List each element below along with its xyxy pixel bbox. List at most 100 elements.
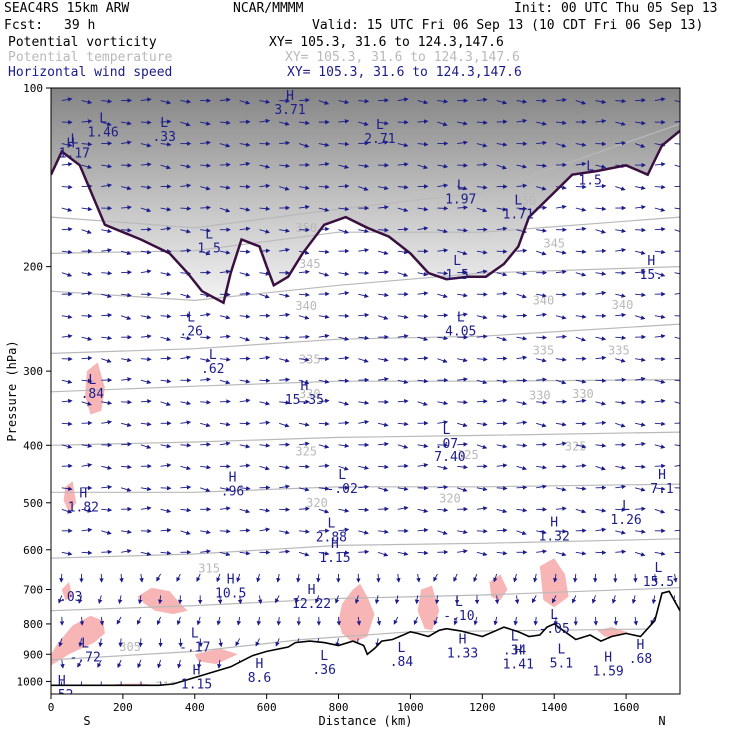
wind-vector bbox=[160, 485, 172, 491]
isentrope-310 bbox=[51, 587, 680, 612]
wind-vector bbox=[239, 463, 251, 468]
extremum-marker: H bbox=[286, 89, 294, 104]
wind-vector bbox=[296, 573, 301, 583]
wind-vector bbox=[239, 336, 251, 342]
wind-vector bbox=[160, 550, 172, 556]
wind-vector bbox=[635, 98, 646, 103]
isentrope-label: 335 bbox=[533, 344, 555, 358]
wind-vector bbox=[575, 463, 587, 468]
extremum-value: 4.05 bbox=[445, 324, 476, 339]
terrain-line bbox=[51, 590, 680, 687]
shaded-region-0 bbox=[51, 615, 105, 666]
wind-vector bbox=[101, 121, 112, 127]
wind-vector bbox=[457, 422, 468, 428]
wind-vector bbox=[279, 549, 291, 554]
wind-vector bbox=[61, 184, 73, 190]
wind-vector bbox=[219, 143, 231, 148]
extremum-value: -.10 bbox=[443, 609, 474, 624]
wind-vector bbox=[575, 161, 587, 167]
extremum-marker: L bbox=[514, 193, 522, 208]
wind-vector bbox=[476, 143, 488, 148]
wind-vector bbox=[496, 486, 508, 491]
extremum-value: -.05 bbox=[539, 622, 570, 637]
wind-vector bbox=[61, 97, 73, 102]
wind-vector bbox=[417, 99, 429, 105]
wind-vector bbox=[160, 443, 172, 449]
wind-vector bbox=[457, 487, 468, 492]
wind-vector bbox=[200, 186, 211, 191]
wind-vector bbox=[239, 314, 251, 319]
wind-vector bbox=[160, 164, 171, 170]
isentrope-315 bbox=[51, 538, 680, 559]
wind-vector bbox=[77, 659, 82, 668]
wind-vector bbox=[476, 506, 488, 511]
x-tick-label: 200 bbox=[113, 701, 133, 714]
wind-vector bbox=[259, 508, 271, 513]
wind-vector bbox=[634, 551, 646, 557]
wind-vector bbox=[101, 183, 113, 188]
wind-vector bbox=[140, 185, 152, 190]
wind-vector bbox=[180, 248, 192, 253]
wind-vector bbox=[61, 508, 73, 514]
wind-vector bbox=[61, 444, 73, 449]
extremum-value: 7.40 bbox=[434, 450, 465, 465]
wind-vector bbox=[81, 119, 93, 124]
wind-vector bbox=[198, 638, 203, 648]
wind-vector bbox=[453, 616, 458, 626]
wind-vector bbox=[298, 334, 310, 340]
wind-vector bbox=[635, 204, 646, 210]
wind-vector bbox=[257, 595, 263, 605]
wind-vector bbox=[338, 336, 350, 341]
extremum-value: 15.35 bbox=[285, 393, 324, 408]
wind-vector bbox=[611, 595, 617, 604]
extremum-value: .26 bbox=[179, 324, 202, 339]
isentrope-label: 335 bbox=[299, 353, 321, 367]
wind-vector bbox=[654, 444, 666, 449]
extremum-marker: H bbox=[229, 471, 237, 486]
extremum-value: 1.71 bbox=[503, 207, 534, 222]
wind-vector bbox=[279, 228, 290, 233]
wind-vector bbox=[140, 334, 152, 339]
wind-vector bbox=[180, 355, 192, 360]
wind-vector bbox=[156, 616, 162, 626]
wind-vector bbox=[516, 530, 527, 536]
wind-vector bbox=[457, 400, 468, 405]
wind-vector bbox=[318, 100, 330, 105]
wind-vector bbox=[396, 573, 401, 583]
wind-vector bbox=[338, 527, 350, 533]
wind-vector bbox=[259, 420, 271, 425]
wind-vector bbox=[219, 315, 231, 320]
wind-vector bbox=[536, 358, 547, 363]
wind-vector bbox=[117, 659, 122, 669]
wind-vector bbox=[673, 573, 678, 583]
wind-vector bbox=[575, 508, 587, 514]
extremum-marker: L bbox=[457, 310, 465, 325]
wind-vector bbox=[358, 293, 369, 298]
wind-vector bbox=[516, 164, 528, 169]
extremum-marker: L bbox=[398, 641, 406, 656]
wind-vector bbox=[358, 186, 369, 191]
wind-vector bbox=[615, 121, 626, 126]
wind-vector bbox=[200, 250, 211, 256]
wind-vector bbox=[457, 205, 468, 210]
wind-vector bbox=[101, 400, 113, 406]
wind-vector bbox=[318, 463, 330, 469]
extremum-value: .34 bbox=[503, 643, 527, 658]
wind-vector bbox=[358, 507, 370, 512]
wind-vector bbox=[634, 143, 646, 148]
wind-vector bbox=[121, 205, 132, 210]
extremum-marker: L bbox=[205, 228, 213, 243]
wind-vector bbox=[338, 141, 350, 147]
wind-vector bbox=[533, 616, 539, 626]
extremum-value: 1.5 bbox=[197, 242, 220, 257]
wind-vector bbox=[315, 595, 320, 604]
field-name-pv: Potential vorticity bbox=[8, 35, 157, 50]
wind-vector bbox=[496, 291, 508, 296]
wind-vector bbox=[417, 119, 429, 124]
isentrope-label: 340 bbox=[533, 293, 555, 307]
wind-vector bbox=[279, 530, 290, 535]
wind-vector bbox=[358, 163, 370, 169]
wind-vector bbox=[298, 185, 310, 190]
wind-vector bbox=[200, 487, 211, 493]
wind-vector bbox=[218, 638, 223, 648]
